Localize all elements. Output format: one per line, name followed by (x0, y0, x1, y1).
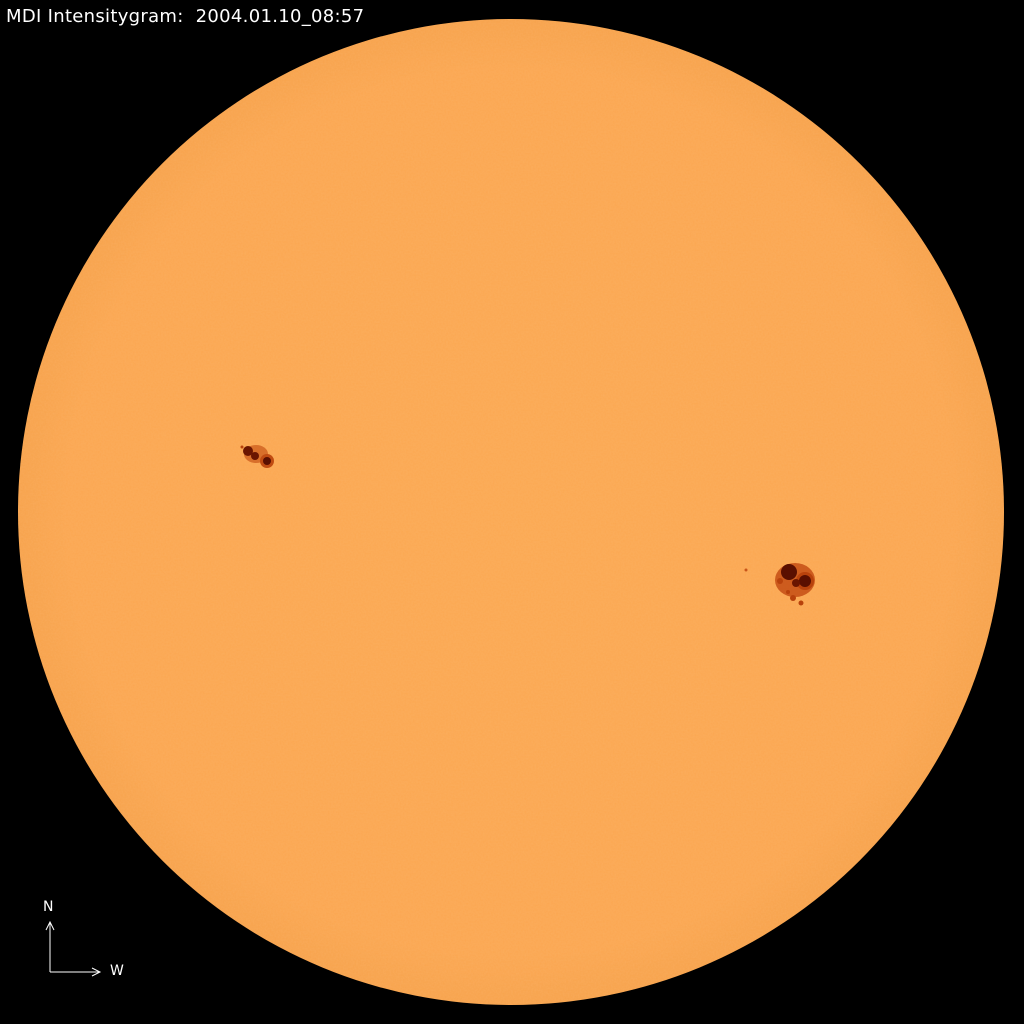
compass-west-label: W (110, 963, 124, 979)
image-title: MDI Intensitygram: 2004.01.10_08:57 (6, 6, 365, 27)
compass (45, 920, 102, 977)
granulation-texture (18, 19, 1004, 1005)
sunspot-group-east (240, 445, 274, 468)
sunspot-group-west (744, 563, 815, 606)
compass-north-label: N (43, 899, 54, 915)
